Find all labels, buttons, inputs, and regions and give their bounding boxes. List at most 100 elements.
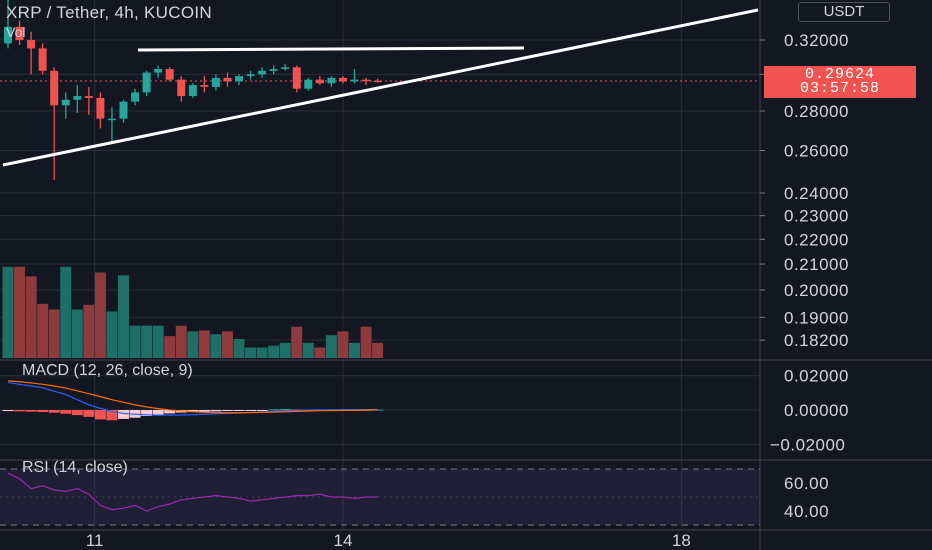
volume-bar bbox=[152, 325, 164, 358]
macd-tick-label: 0.02000 bbox=[784, 367, 849, 386]
volume-bar bbox=[314, 347, 326, 358]
volume-bar bbox=[360, 326, 372, 358]
macd-histogram-bar bbox=[83, 410, 95, 417]
volume-bar bbox=[118, 275, 129, 358]
volume-bar bbox=[268, 345, 280, 358]
macd-histogram-bar bbox=[2, 410, 14, 412]
candle-body bbox=[281, 67, 290, 70]
volume-bar bbox=[349, 342, 360, 358]
volume-bar bbox=[25, 276, 37, 358]
rsi-label: RSI (14, close) bbox=[22, 459, 128, 476]
candle-body bbox=[27, 40, 36, 49]
rsi-line bbox=[7, 472, 378, 512]
volume-bar bbox=[129, 325, 141, 358]
macd-histogram-bar bbox=[221, 410, 233, 412]
volume-bar bbox=[83, 304, 95, 358]
candle-body bbox=[292, 67, 301, 89]
volume-bar bbox=[60, 266, 72, 358]
volume-bar bbox=[71, 309, 83, 358]
macd-histogram-bar bbox=[48, 410, 60, 413]
candle-body bbox=[211, 77, 220, 87]
price-tick-label: 0.20000 bbox=[784, 281, 849, 300]
macd-histogram-bar bbox=[256, 410, 268, 411]
ascending-trendline bbox=[2, 8, 759, 167]
price-tick-label: 0.23000 bbox=[784, 207, 849, 226]
price-tick-label: 0.21000 bbox=[784, 255, 849, 274]
candle-body bbox=[50, 70, 59, 106]
macd-tick-label: 0.00000 bbox=[784, 401, 849, 420]
time-axis: 11 14 18 bbox=[86, 531, 691, 550]
candle-body bbox=[131, 92, 140, 102]
volume-bar bbox=[256, 347, 268, 358]
volume-bar bbox=[187, 331, 199, 358]
rsi-tick-label: 40.00 bbox=[784, 502, 829, 521]
volume-bar bbox=[2, 266, 14, 358]
macd-histogram-bar bbox=[14, 410, 26, 412]
macd-histogram-bar bbox=[233, 410, 245, 411]
price-tick-label: 0.22000 bbox=[784, 230, 849, 249]
price-tick-label: 0.26000 bbox=[784, 141, 849, 160]
volume-bar bbox=[14, 266, 26, 358]
price-tick-label: 0.32000 bbox=[784, 31, 849, 50]
candles bbox=[4, 0, 382, 180]
volume-bar bbox=[175, 325, 187, 358]
resistance-line bbox=[137, 46, 525, 52]
macd-histogram-bar bbox=[164, 410, 176, 414]
candle-body bbox=[373, 80, 382, 83]
time-tick-label: 11 bbox=[86, 531, 104, 550]
macd-histogram-bar bbox=[245, 410, 257, 411]
volume-bar bbox=[372, 342, 384, 358]
price-tick-label: 0.24000 bbox=[784, 184, 849, 203]
macd-label: MACD (12, 26, close, 9) bbox=[22, 362, 193, 379]
macd-histogram-bar bbox=[37, 410, 49, 413]
volume-bar bbox=[302, 342, 314, 358]
volume-bar bbox=[198, 330, 210, 358]
macd-histogram-bar bbox=[106, 410, 118, 421]
volume-bar bbox=[94, 272, 106, 358]
price-tick-label: 0.18200 bbox=[784, 331, 849, 350]
candle-body bbox=[246, 74, 255, 77]
volume-bar bbox=[291, 326, 303, 358]
candle-body bbox=[154, 69, 163, 73]
volume-bar bbox=[233, 339, 245, 358]
candle-body bbox=[107, 118, 116, 121]
macd-histogram-bar bbox=[71, 410, 83, 416]
candle-body bbox=[269, 69, 278, 71]
price-tick-label: 0.28000 bbox=[784, 102, 849, 121]
candle-body bbox=[38, 48, 47, 71]
macd-histogram-bar bbox=[94, 410, 106, 420]
time-tick-label: 18 bbox=[672, 531, 691, 550]
macd-histogram-bar bbox=[187, 410, 199, 413]
volume-bar bbox=[141, 325, 153, 358]
macd-histogram-bar bbox=[198, 410, 210, 412]
candle-body bbox=[15, 26, 24, 41]
volume-bar bbox=[164, 336, 176, 358]
rsi-pane bbox=[0, 468, 760, 526]
bar-countdown-badge: 03:57:58 bbox=[764, 80, 916, 98]
candle-body bbox=[350, 79, 359, 82]
price-tick-label: 0.19000 bbox=[784, 308, 849, 327]
candle-body bbox=[188, 85, 197, 97]
volume-bars bbox=[2, 266, 384, 358]
volume-bar bbox=[37, 303, 49, 358]
candle-body bbox=[61, 99, 70, 106]
candle-body bbox=[119, 101, 128, 119]
rsi-tick-label: 60.00 bbox=[784, 474, 829, 493]
candle-body bbox=[327, 77, 336, 84]
macd-tick-label: −0.02000 bbox=[770, 435, 845, 454]
currency-button[interactable]: USDT bbox=[798, 2, 890, 22]
macd-line bbox=[7, 381, 378, 416]
macd-histogram-bar bbox=[25, 410, 37, 412]
candle-body bbox=[223, 77, 232, 82]
macd-signal-line bbox=[7, 380, 378, 414]
candle-body bbox=[315, 79, 324, 84]
price-axis: 0.320000.300000.280000.260000.240000.230… bbox=[760, 31, 849, 521]
candle-body bbox=[4, 26, 12, 44]
candle-body bbox=[96, 97, 105, 119]
volume-bar bbox=[325, 335, 337, 358]
macd-histogram-bar bbox=[210, 410, 222, 412]
macd-histogram-bar bbox=[141, 410, 153, 416]
macd-pane bbox=[2, 380, 384, 421]
current-price-badge: 0.29624 bbox=[764, 66, 916, 84]
